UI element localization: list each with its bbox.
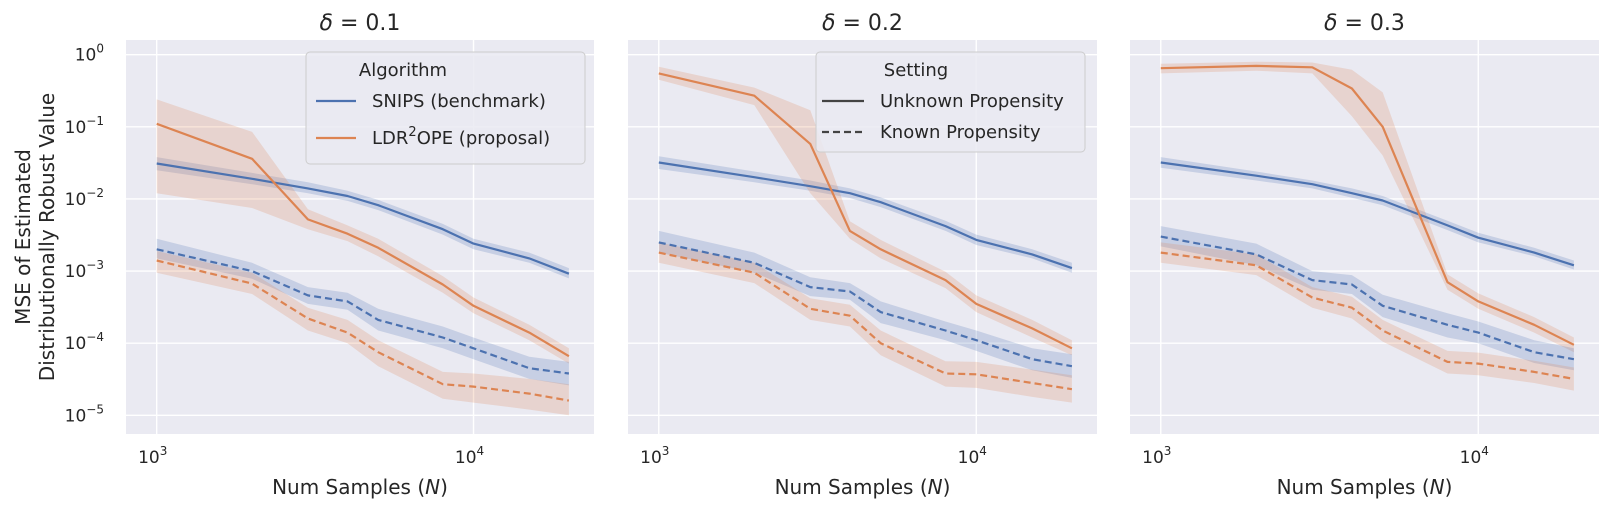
- x-tick-label-1: 103: [1142, 444, 1171, 468]
- y-tick-label-4: 10−2: [65, 186, 104, 210]
- panel-title: δ = 0.3: [1324, 11, 1405, 36]
- confidence-band-ldr-solid: [658, 66, 1072, 356]
- legend-label-unknown: Unknown Propensity: [880, 91, 1064, 112]
- panel-title: δ = 0.2: [822, 11, 903, 36]
- y-axis-label-line1: MSE of Estimated: [11, 149, 35, 325]
- confidence-band-snips-dashed: [1160, 226, 1574, 371]
- legend-box: [815, 51, 1086, 153]
- series-line-ldr-solid: [1160, 64, 1575, 346]
- y-tick-label-3: 10−3: [65, 258, 104, 282]
- confidence-band-snips-dashed: [156, 238, 569, 386]
- series-line-ldr-dashed: [658, 251, 1073, 391]
- y-tick-label-1: 10−5: [65, 402, 104, 426]
- series-line-snips-dashed: [658, 241, 1073, 368]
- x-axis-label: Num Samples (N): [775, 475, 951, 499]
- confidence-band-ldr-solid: [156, 99, 569, 364]
- series-line-snips-dashed: [1160, 235, 1575, 361]
- confidence-band-ldr-dashed: [658, 242, 1072, 403]
- y-tick-label-5: 10−1: [65, 114, 104, 138]
- legend-title: Setting: [884, 60, 948, 81]
- series-line-snips-dashed: [156, 248, 570, 375]
- series-line-snips-solid: [156, 162, 570, 275]
- legend-label-snips: SNIPS (benchmark): [372, 91, 546, 112]
- legend-setting: Setting Unknown Propensity Known Propensit…: [815, 51, 1086, 153]
- legend-label-known: Known Propensity: [880, 122, 1041, 143]
- panel-1: 103 104 10−5 10−4 10−3 10−2 10−1 100 Num Samples…: [65, 11, 594, 499]
- x-tick-label-1: 103: [138, 444, 167, 468]
- confidence-band-ldr-dashed: [156, 251, 569, 416]
- series-line-ldr-dashed: [156, 259, 570, 402]
- x-axis-label: Num Samples (N): [1277, 475, 1453, 499]
- y-axis-label: MSE of Estimated Distributionally Robust…: [11, 93, 59, 381]
- x-tick-label-2: 104: [1460, 444, 1489, 468]
- series-line-ldr-solid: [658, 72, 1073, 350]
- legend-title: Algorithm: [359, 60, 447, 81]
- series-line-snips-solid: [1160, 161, 1575, 267]
- panel-2: 103 104 Num Samples (N) δ = 0.2 Setting Unkno…: [628, 11, 1097, 499]
- legend-box: [305, 51, 586, 165]
- x-tick-label-2: 104: [958, 444, 987, 468]
- series-line-snips-solid: [658, 161, 1073, 270]
- series-line-ldr-solid: [156, 122, 570, 358]
- panel-title: δ = 0.1: [320, 11, 401, 36]
- confidence-band-ldr-dashed: [1160, 242, 1574, 391]
- panels: 103 104 10−5 10−4 10−3 10−2 10−1 100 Num Samples…: [65, 11, 1599, 499]
- x-tick-label-1: 103: [640, 444, 669, 468]
- y-tick-label-6: 100: [75, 42, 104, 66]
- y-tick-label-2: 10−4: [65, 330, 104, 354]
- legend-algorithm: Algorithm SNIPS (benchmark) LDR2OPE (propo…: [305, 51, 586, 165]
- legend-label-ldr: LDR2OPE (proposal): [372, 125, 550, 149]
- panel-3: 103 104 Num Samples (N) δ = 0.3: [1130, 11, 1599, 499]
- series-line-ldr-dashed: [1160, 251, 1575, 380]
- x-axis-label: Num Samples (N): [272, 475, 448, 499]
- x-tick-label-2: 104: [455, 444, 484, 468]
- confidence-band-snips-dashed: [658, 230, 1072, 378]
- y-axis-label-line2: Distributionally Robust Value: [35, 93, 59, 381]
